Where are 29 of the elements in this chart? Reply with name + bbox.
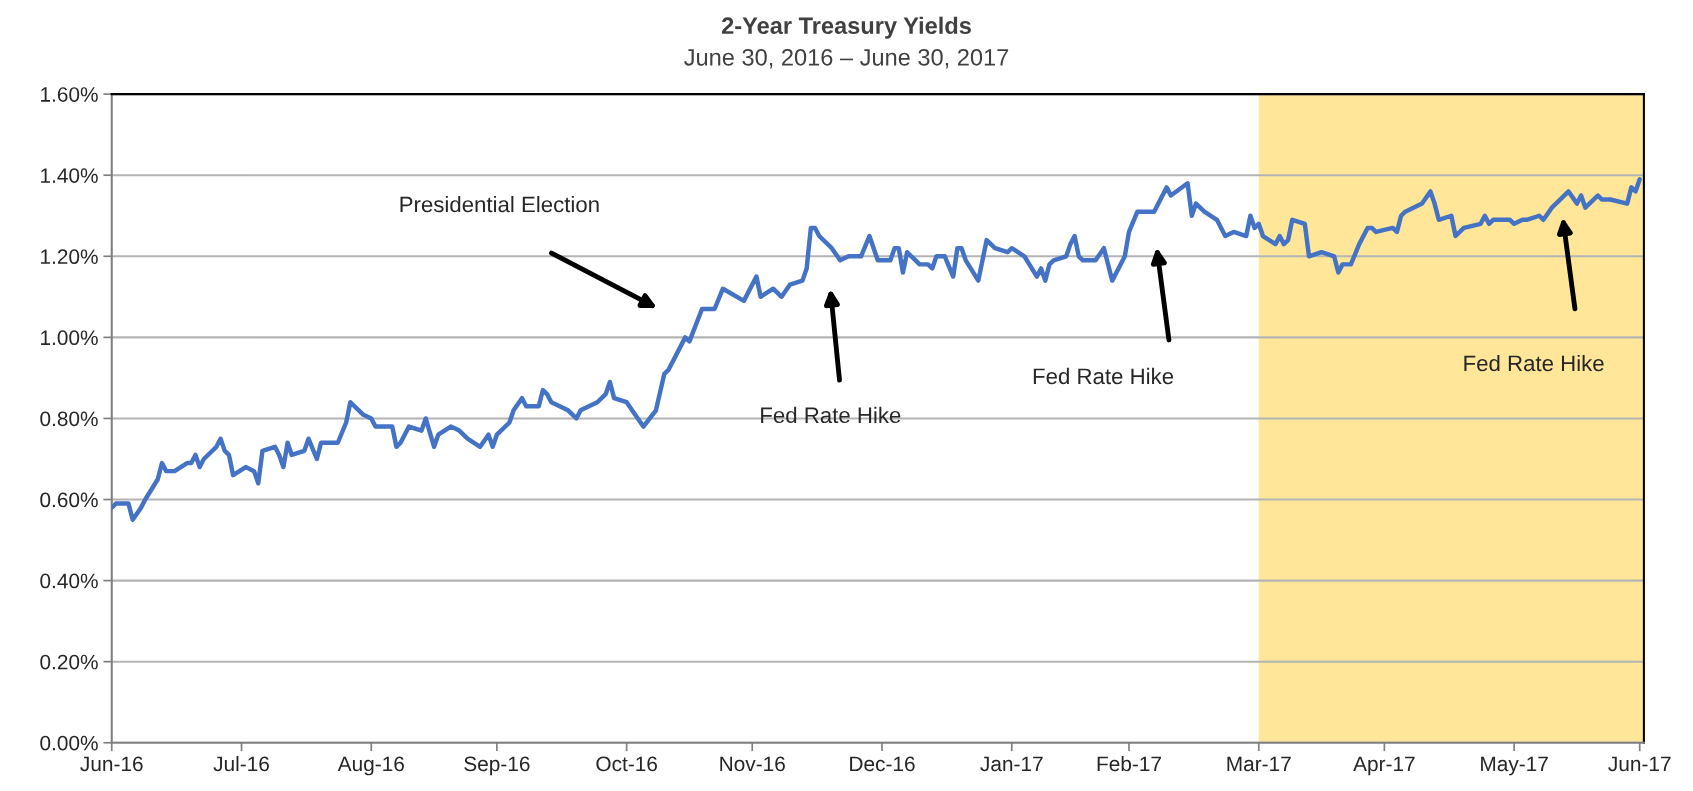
x-tick-label: Jul-16 [213, 755, 269, 772]
x-tick-label: Nov-16 [720, 756, 785, 772]
y-tick-label: 1.00% [41, 330, 98, 346]
y-tick-label: 1.60% [41, 87, 98, 102]
x-tick-label: Apr-17 [1353, 756, 1415, 776]
annotation: Fed Rate Hike [1464, 354, 1604, 372]
x-tick-label: Dec-16 [850, 756, 915, 772]
x-tick-label: Feb-17 [1097, 755, 1161, 772]
y-tick-label: 0.40% [40, 573, 98, 589]
chart-title: 2-Year Treasury Yields [721, 16, 971, 39]
x-tick-label: Oct-16 [596, 756, 657, 772]
x-tick-label: Aug-16 [337, 756, 404, 776]
y-tick-label: 0.00% [40, 735, 98, 751]
x-tick-label: Sep-16 [464, 756, 530, 776]
x-tick-label: Jun-17 [1608, 756, 1671, 772]
annotation: Fed Rate Hike [761, 406, 901, 424]
y-tick-label: 0.80% [40, 411, 98, 427]
y-tick-label: 1.20% [41, 249, 98, 265]
x-tick-label: Jan-17 [980, 756, 1043, 772]
chart-subtitle: June 30, 2016 – June 30, 2017 [684, 48, 1009, 69]
x-tick-label: Mar-17 [1227, 756, 1291, 772]
x-tick-label: Jun-16 [80, 756, 143, 772]
line-series [111, 177, 1642, 523]
annotation: Presidential Election [400, 195, 599, 213]
y-tick-label: 0.20% [40, 654, 98, 670]
y-tick-label: 0.60% [40, 492, 98, 508]
y-tick-label: 1.40% [41, 168, 98, 183]
x-tick-label: May-17 [1481, 756, 1548, 776]
annotation: Fed Rate Hike [1033, 367, 1174, 385]
